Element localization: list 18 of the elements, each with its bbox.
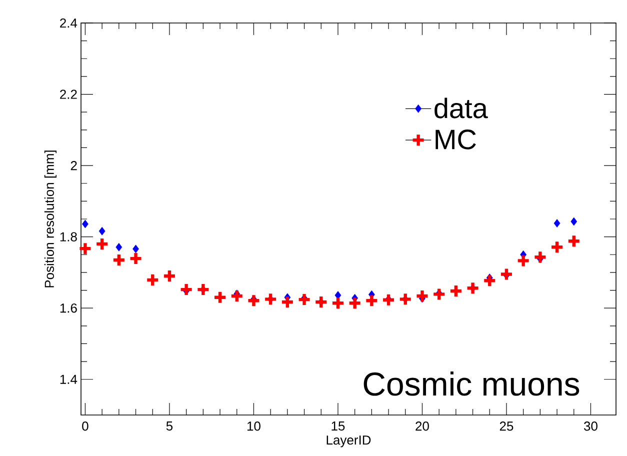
x-tick-label: 5 bbox=[166, 422, 173, 431]
x-tick-label: 25 bbox=[500, 422, 514, 431]
legend-label: data bbox=[434, 98, 488, 118]
x-tick-label: 10 bbox=[247, 422, 260, 431]
y-tick-label: 1.6 bbox=[60, 303, 77, 313]
y-tick-label: 2.4 bbox=[60, 18, 78, 28]
annotation: Cosmic muons bbox=[364, 372, 580, 396]
x-tick-label: 20 bbox=[416, 422, 429, 431]
y-tick-label: 2 bbox=[70, 161, 77, 170]
legend-label: MC bbox=[436, 130, 476, 150]
x-tick-label: 30 bbox=[584, 422, 598, 431]
y-axis-title: Position resolution [mm] bbox=[44, 150, 57, 288]
y-tick-label: 1.8 bbox=[60, 232, 77, 242]
x-tick-label: 15 bbox=[332, 422, 345, 431]
y-tick-label: 2.2 bbox=[60, 90, 77, 99]
x-tick-label: 0 bbox=[82, 422, 88, 431]
x-axis-title: LayerID bbox=[326, 436, 371, 448]
y-tick-label: 1.4 bbox=[60, 374, 78, 384]
